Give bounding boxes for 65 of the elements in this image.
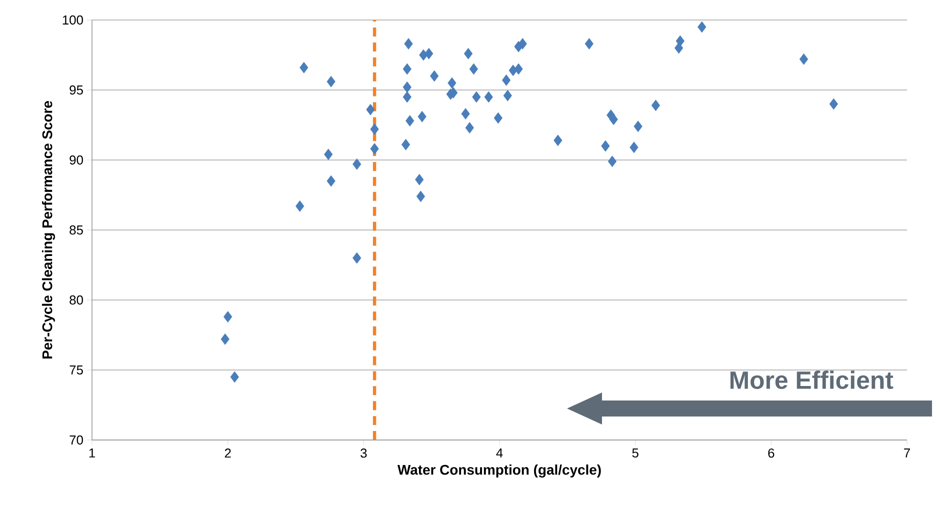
point — [503, 90, 512, 102]
y-tick-label: 95 — [70, 85, 83, 95]
y-tick-label: 100 — [62, 15, 83, 25]
point — [220, 333, 230, 345]
point — [424, 48, 434, 60]
point — [366, 104, 375, 116]
point — [404, 38, 413, 50]
point — [584, 38, 594, 50]
point — [554, 134, 562, 146]
x-tick-label: 1 — [89, 448, 95, 458]
point — [601, 140, 610, 152]
y-tick-label: 85 — [70, 225, 83, 235]
point — [502, 74, 511, 86]
point — [352, 252, 362, 264]
point — [608, 156, 617, 168]
point — [465, 122, 474, 134]
point — [430, 70, 439, 82]
point — [484, 91, 493, 103]
point — [230, 371, 239, 383]
point — [829, 98, 838, 110]
point — [402, 91, 412, 103]
point — [630, 142, 638, 154]
point — [326, 76, 336, 88]
point — [406, 115, 414, 126]
point — [698, 21, 706, 33]
point — [609, 114, 618, 126]
point — [296, 200, 304, 212]
x-axis-title: Water Consumption (gal/cycle) — [397, 464, 601, 478]
point — [324, 148, 333, 160]
point — [676, 35, 684, 47]
point — [224, 311, 232, 322]
y-tick-label: 75 — [70, 365, 83, 374]
point — [416, 190, 426, 202]
y-tick-label: 70 — [70, 435, 83, 445]
point — [469, 63, 478, 75]
point — [370, 143, 379, 154]
y-tick-label: 80 — [70, 295, 83, 305]
point — [300, 62, 308, 74]
x-tick-label: 6 — [768, 448, 774, 458]
point — [514, 63, 523, 75]
point — [418, 110, 426, 122]
x-tick-label: 3 — [360, 448, 367, 458]
point — [634, 120, 642, 132]
point — [494, 112, 502, 124]
point — [799, 53, 808, 65]
point — [401, 138, 410, 150]
y-tick-label: 90 — [70, 155, 83, 165]
point — [370, 123, 379, 135]
point — [518, 38, 527, 50]
point — [402, 63, 412, 75]
point — [464, 48, 473, 60]
point — [651, 100, 660, 112]
x-tick-label: 2 — [224, 448, 231, 458]
x-tick-label: 5 — [632, 448, 638, 458]
point — [402, 81, 412, 93]
point — [461, 108, 470, 120]
annotation: More Efficient — [730, 370, 894, 389]
point — [415, 174, 424, 186]
point — [352, 158, 362, 170]
point — [472, 91, 481, 103]
point — [448, 77, 456, 89]
point — [326, 175, 336, 187]
y-axis-title: Per-Cycle Cleaning Performance Score — [42, 101, 56, 359]
x-tick-label: 7 — [904, 448, 910, 458]
x-tick-label: 4 — [496, 448, 503, 458]
